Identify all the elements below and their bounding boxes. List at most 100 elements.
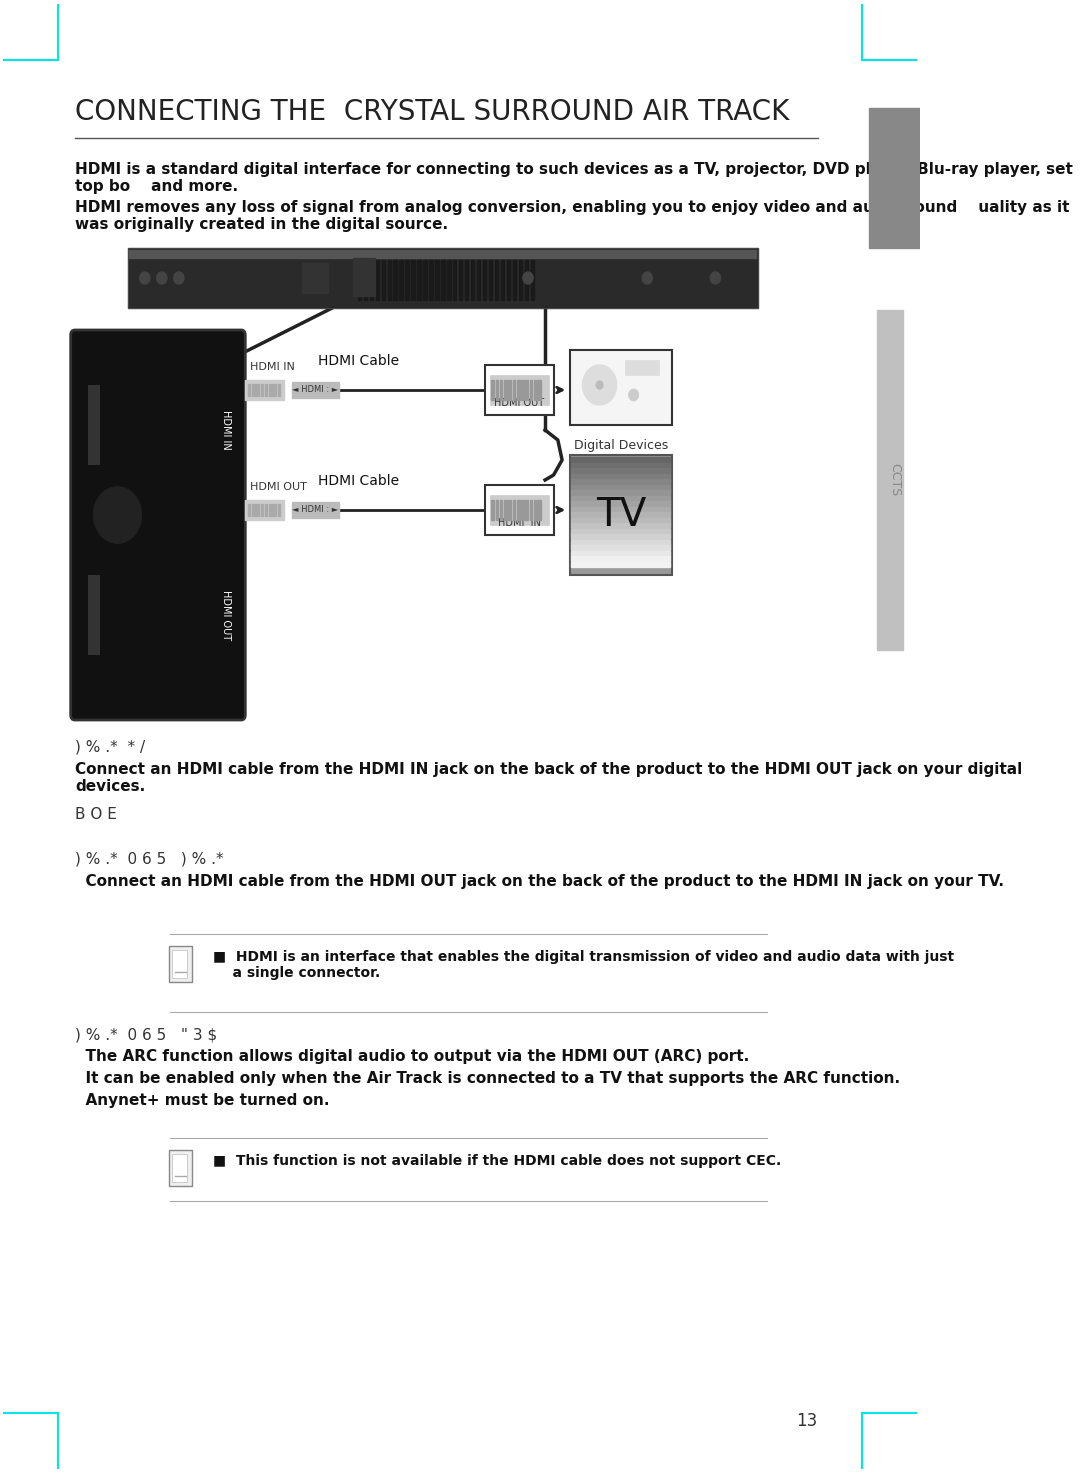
- Text: HDMI OUT: HDMI OUT: [249, 482, 307, 492]
- Bar: [429, 261, 433, 300]
- Circle shape: [711, 273, 720, 284]
- Text: ) % .*  0 6 5   ) % .*: ) % .* 0 6 5 ) % .*: [75, 851, 224, 868]
- Circle shape: [523, 273, 534, 284]
- Bar: [571, 561, 671, 567]
- Bar: [571, 473, 671, 479]
- Bar: [87, 574, 100, 655]
- Text: 13: 13: [796, 1413, 818, 1430]
- Bar: [525, 261, 528, 300]
- Bar: [260, 504, 264, 516]
- Bar: [447, 261, 450, 300]
- Circle shape: [94, 488, 141, 544]
- Bar: [292, 382, 339, 398]
- Text: Digital Devices: Digital Devices: [573, 439, 669, 452]
- Bar: [471, 261, 474, 300]
- Bar: [571, 535, 671, 539]
- Bar: [393, 261, 396, 300]
- Bar: [423, 261, 427, 300]
- Bar: [265, 384, 268, 396]
- Text: The ARC function allows digital audio to output via the HDMI OUT (ARC) port.: The ARC function allows digital audio to…: [75, 1049, 750, 1064]
- Bar: [571, 485, 671, 489]
- Text: HDMI IN: HDMI IN: [249, 362, 295, 373]
- Bar: [534, 499, 537, 520]
- Bar: [529, 499, 532, 520]
- Bar: [127, 247, 758, 308]
- Bar: [495, 261, 498, 300]
- Text: CONNECTING THE  CRYSTAL SURROUND AIR TRACK: CONNECTING THE CRYSTAL SURROUND AIR TRAC…: [75, 99, 789, 127]
- Bar: [172, 950, 187, 978]
- Bar: [278, 384, 280, 396]
- Bar: [522, 380, 524, 401]
- Bar: [518, 261, 522, 300]
- Text: HDMI OUT: HDMI OUT: [495, 398, 544, 408]
- Bar: [252, 504, 255, 516]
- Bar: [571, 501, 671, 507]
- Bar: [507, 261, 510, 300]
- Bar: [868, 108, 920, 247]
- Bar: [405, 261, 409, 300]
- Bar: [571, 468, 671, 473]
- Bar: [292, 502, 339, 518]
- Bar: [529, 380, 532, 401]
- Bar: [489, 495, 550, 524]
- Bar: [269, 384, 272, 396]
- Bar: [538, 380, 541, 401]
- Bar: [571, 539, 671, 545]
- Bar: [417, 261, 421, 300]
- Bar: [459, 261, 462, 300]
- Bar: [538, 499, 541, 520]
- Text: Connect an HDMI cable from the HDMI OUT jack on the back of the product to the H: Connect an HDMI cable from the HDMI OUT …: [75, 873, 1004, 890]
- Bar: [504, 499, 507, 520]
- Circle shape: [582, 365, 617, 405]
- Bar: [513, 380, 515, 401]
- Bar: [571, 513, 671, 517]
- Bar: [571, 523, 671, 527]
- Bar: [353, 258, 375, 296]
- Bar: [571, 551, 671, 555]
- Bar: [530, 261, 534, 300]
- Bar: [517, 380, 519, 401]
- Bar: [509, 499, 511, 520]
- Bar: [454, 261, 457, 300]
- Bar: [172, 1153, 187, 1181]
- Text: TV: TV: [596, 496, 646, 535]
- Text: HDMI removes any loss of signal from analog conversion, enabling you to enjoy vi: HDMI removes any loss of signal from ana…: [75, 200, 1069, 233]
- Bar: [491, 380, 494, 401]
- Bar: [483, 261, 486, 300]
- Bar: [500, 380, 502, 401]
- Bar: [247, 504, 251, 516]
- Circle shape: [596, 382, 603, 389]
- Text: B O E: B O E: [75, 807, 117, 822]
- Bar: [441, 261, 445, 300]
- FancyBboxPatch shape: [70, 330, 245, 720]
- Bar: [496, 499, 498, 520]
- Bar: [485, 365, 554, 415]
- Circle shape: [174, 273, 184, 284]
- Circle shape: [643, 273, 652, 284]
- Text: Connect an HDMI cable from the HDMI IN jack on the back of the product to the HD: Connect an HDMI cable from the HDMI IN j…: [75, 762, 1022, 794]
- Bar: [381, 261, 384, 300]
- Bar: [501, 261, 504, 300]
- Text: HDMI OUT: HDMI OUT: [220, 591, 231, 641]
- Bar: [571, 491, 671, 495]
- Bar: [376, 261, 379, 300]
- Bar: [571, 545, 671, 549]
- Bar: [245, 380, 284, 401]
- Bar: [388, 261, 391, 300]
- Text: CCTS: CCTS: [888, 464, 901, 496]
- Bar: [571, 555, 671, 561]
- Circle shape: [157, 273, 167, 284]
- Bar: [364, 261, 367, 300]
- Bar: [245, 499, 284, 520]
- Bar: [526, 380, 528, 401]
- Bar: [168, 1150, 192, 1186]
- Bar: [526, 499, 528, 520]
- Text: HDMI Cable: HDMI Cable: [318, 474, 399, 488]
- Circle shape: [139, 273, 150, 284]
- Bar: [496, 380, 498, 401]
- Bar: [877, 309, 903, 650]
- Text: ) % .*  0 6 5   " 3 $: ) % .* 0 6 5 " 3 $: [75, 1027, 217, 1041]
- Bar: [571, 479, 671, 485]
- Text: ) % .*  * /: ) % .* * /: [75, 739, 145, 756]
- Text: ■  This function is not available if the HDMI cable does not support CEC.: ■ This function is not available if the …: [213, 1153, 781, 1168]
